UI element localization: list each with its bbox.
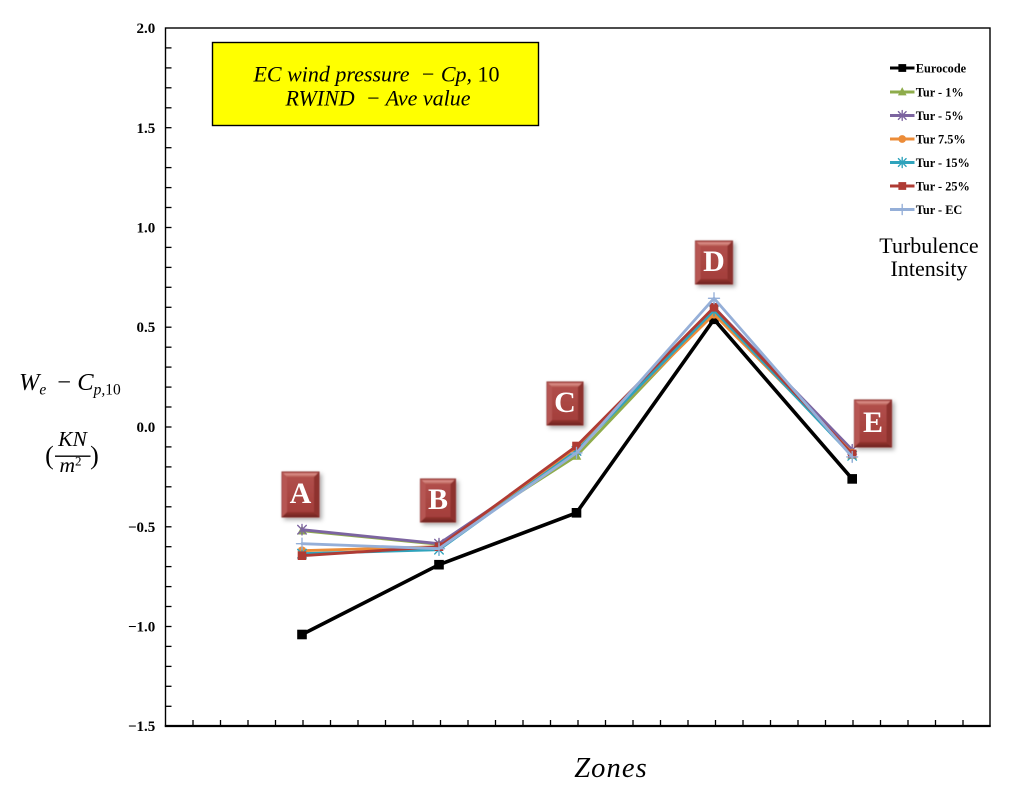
svg-text:1.0: 1.0: [137, 221, 156, 237]
svg-text:Zones: Zones: [574, 753, 648, 784]
svg-text:Tur - 15%: Tur - 15%: [916, 156, 970, 170]
svg-text:A: A: [290, 477, 312, 510]
svg-text:1.5: 1.5: [137, 121, 156, 137]
svg-text:−1.5: −1.5: [128, 719, 155, 735]
svg-text:0.0: 0.0: [137, 420, 156, 436]
svg-text:Tur - EC: Tur - EC: [916, 203, 962, 217]
svg-text:−1.0: −1.0: [128, 620, 155, 636]
svg-text:Tur - 1%: Tur - 1%: [916, 85, 964, 99]
svg-text:E: E: [863, 406, 883, 439]
svg-text:C: C: [554, 386, 576, 419]
svg-text:): ): [90, 441, 99, 470]
svg-text:Tur - 5%: Tur - 5%: [916, 109, 964, 123]
svg-text:EC wind pressure − Cp, 10: EC wind pressure − Cp, 10: [252, 62, 499, 87]
svg-text:Eurocode: Eurocode: [916, 61, 967, 75]
svg-text:RWIND − Ave value: RWIND − Ave value: [284, 86, 470, 111]
svg-text:B: B: [428, 483, 448, 516]
svg-text:Turbulence: Turbulence: [879, 233, 978, 258]
svg-text:KN: KN: [57, 427, 88, 451]
svg-text:D: D: [703, 245, 725, 278]
svg-text:Tur 7.5%: Tur 7.5%: [916, 132, 966, 146]
svg-text:(: (: [45, 441, 54, 470]
svg-text:2.0: 2.0: [137, 21, 156, 37]
svg-text:0.5: 0.5: [137, 320, 156, 336]
svg-text:Intensity: Intensity: [891, 256, 968, 281]
svg-text:−0.5: −0.5: [128, 520, 155, 536]
svg-text:Tur - 25%: Tur - 25%: [916, 179, 970, 193]
